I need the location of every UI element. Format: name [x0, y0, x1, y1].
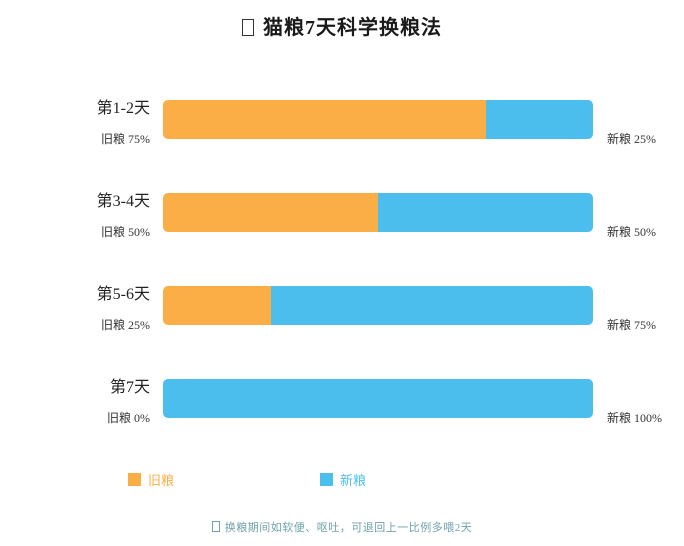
note-emoji-placeholder-icon [211, 521, 220, 532]
new-food-bar-segment [485, 100, 593, 139]
stacked-bar-chart: 第1-2天 旧粮 75% 新粮 25% 第3-4天 旧粮 50% 新粮 50% [0, 100, 684, 425]
bar-track [163, 379, 593, 418]
old-food-value-label: 旧粮 25% [101, 318, 150, 332]
footer-note-text: 换粮期间如软便、呕吐，可退回上一比例多喂2天 [224, 522, 473, 534]
new-food-bar-segment [378, 193, 593, 232]
chart-row-day-3-4: 第3-4天 旧粮 50% 新粮 50% [0, 193, 684, 239]
category-label: 第1-2天 [96, 100, 150, 117]
new-food-value-label: 新粮 75% [607, 318, 656, 332]
category-label: 第5-6天 [96, 286, 150, 303]
category-label: 第7天 [109, 379, 150, 396]
old-food-value-label: 旧粮 75% [101, 132, 150, 146]
row-left-labels: 第5-6天 旧粮 25% [0, 286, 163, 332]
old-food-bar-segment [163, 100, 486, 139]
legend-item-old-food: 旧粮 [128, 470, 174, 489]
chart-row-day-5-6: 第5-6天 旧粮 25% 新粮 75% [0, 286, 684, 332]
row-left-labels: 第3-4天 旧粮 50% [0, 193, 163, 239]
chart-row-day-7: 第7天 旧粮 0% 新粮 100% [0, 379, 684, 425]
legend-label-new: 新粮 [340, 473, 367, 488]
row-right-labels: 新粮 25% [593, 100, 684, 146]
old-food-swatch-icon [128, 473, 141, 486]
chart-legend: 旧粮 新粮 [128, 470, 684, 489]
page-title-text: 猫粮7天科学换粮法 [263, 17, 442, 39]
legend-item-new-food: 新粮 [320, 470, 366, 489]
cat-emoji-placeholder-icon [242, 19, 254, 36]
legend-label-old: 旧粮 [148, 473, 175, 488]
bar-track [163, 193, 593, 232]
row-right-labels: 新粮 75% [593, 286, 684, 332]
old-food-value-label: 旧粮 50% [101, 225, 150, 239]
chart-row-day-1-2: 第1-2天 旧粮 75% 新粮 25% [0, 100, 684, 146]
new-food-value-label: 新粮 25% [607, 132, 656, 146]
new-food-value-label: 新粮 50% [607, 225, 656, 239]
new-food-bar-segment [270, 286, 593, 325]
new-food-bar-segment [163, 379, 593, 418]
footer-note: 换粮期间如软便、呕吐，可退回上一比例多喂2天 [0, 519, 684, 535]
row-left-labels: 第7天 旧粮 0% [0, 379, 163, 425]
row-right-labels: 新粮 50% [593, 193, 684, 239]
row-right-labels: 新粮 100% [593, 379, 684, 425]
bar-track [163, 286, 593, 325]
row-left-labels: 第1-2天 旧粮 75% [0, 100, 163, 146]
bar-track [163, 100, 593, 139]
category-label: 第3-4天 [96, 193, 150, 210]
new-food-value-label: 新粮 100% [607, 411, 662, 425]
page-title: 猫粮7天科学换粮法 [0, 14, 684, 42]
new-food-swatch-icon [320, 473, 334, 486]
old-food-value-label: 旧粮 0% [107, 411, 150, 425]
old-food-bar-segment [163, 193, 378, 232]
old-food-bar-segment [163, 286, 271, 325]
